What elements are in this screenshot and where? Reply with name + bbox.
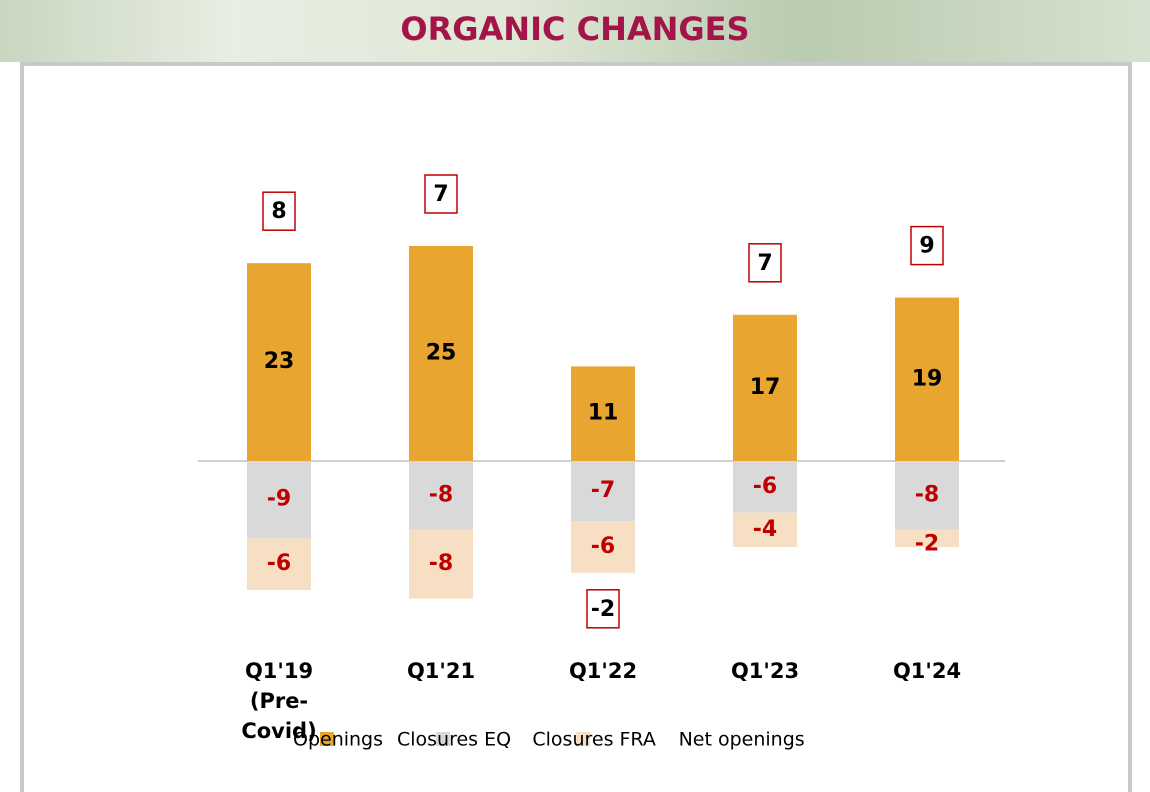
net-label: -2 bbox=[591, 597, 615, 622]
value-label: 25 bbox=[426, 341, 457, 366]
value-label: -8 bbox=[429, 482, 453, 507]
x-tick-label: Q1'21 bbox=[356, 656, 526, 686]
value-label: -6 bbox=[267, 551, 291, 576]
value-label: 11 bbox=[588, 401, 619, 426]
legend-label: Net openings bbox=[679, 729, 805, 751]
net-label: 7 bbox=[433, 182, 448, 207]
page: ORGANIC CHANGES 23-9-6825-8-8711-7-6-217… bbox=[0, 0, 1150, 787]
value-label: -8 bbox=[429, 551, 453, 576]
value-label: -9 bbox=[267, 487, 291, 512]
value-label: -2 bbox=[915, 531, 939, 556]
x-tick-label: Q1'24 bbox=[842, 656, 1012, 686]
net-label: 8 bbox=[271, 199, 286, 224]
value-label: 17 bbox=[750, 375, 781, 400]
value-label: -6 bbox=[591, 534, 615, 559]
value-label: -6 bbox=[753, 474, 777, 499]
x-tick-label: Q1'23 bbox=[680, 656, 850, 686]
net-label: 7 bbox=[757, 251, 772, 276]
value-label: -7 bbox=[591, 478, 615, 503]
value-label: 23 bbox=[264, 349, 295, 374]
value-label: 19 bbox=[912, 366, 943, 391]
value-label: -4 bbox=[753, 517, 777, 542]
legend-label: Closures EQ bbox=[397, 729, 511, 751]
net-label: 9 bbox=[919, 234, 934, 259]
x-tick-label: Q1'19 (Pre-Covid) bbox=[214, 656, 344, 746]
legend-label: Closures FRA bbox=[532, 729, 656, 751]
x-tick-label: Q1'22 bbox=[518, 656, 688, 686]
value-label: -8 bbox=[915, 482, 939, 507]
